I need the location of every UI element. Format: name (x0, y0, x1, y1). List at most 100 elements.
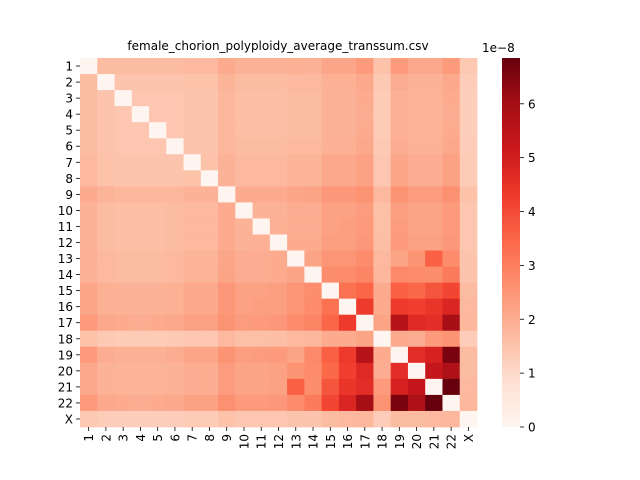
heatmap-cell-X-11 (252, 410, 271, 428)
heatmap-cell-5-4 (131, 122, 150, 139)
heatmap-cell-9-22 (442, 186, 461, 203)
heatmap-cell-11-20 (407, 218, 426, 235)
heatmap-cell-7-14 (304, 154, 323, 171)
heatmap-cell-3-18 (373, 90, 392, 107)
heatmap-cell-8-17 (356, 170, 374, 187)
y-tick-label-5: 5 (65, 124, 73, 138)
x-tick-label-20: 20 (410, 434, 424, 449)
heatmap-cell-15-18 (373, 282, 392, 300)
x-tick-label-12: 12 (272, 434, 286, 449)
x-tick-label-22: 22 (445, 434, 459, 449)
x-tick-label-7: 7 (186, 434, 200, 442)
heatmap-cell-20-19 (390, 362, 409, 380)
heatmap-cell-12-22 (442, 234, 461, 251)
heatmap-cell-18-13 (287, 330, 305, 348)
heatmap-cell-19-4 (131, 346, 150, 364)
heatmap-cell-2-17 (356, 74, 374, 91)
heatmap-cell-4-7 (183, 106, 202, 123)
heatmap-cell-3-14 (304, 90, 323, 107)
heatmap-cell-7-19 (390, 154, 409, 171)
x-tick-label-19: 19 (393, 434, 407, 449)
y-tick-label-11: 11 (58, 220, 73, 234)
heatmap-cell-3-6 (166, 90, 184, 107)
heatmap-cell-7-11 (252, 154, 271, 171)
heatmap-cell-21-8 (200, 378, 219, 396)
heatmap-cell-13-4 (131, 250, 150, 267)
heatmap-cell-X-15 (321, 410, 340, 428)
heatmap-cell-20-4 (131, 362, 150, 380)
heatmap-cell-16-17 (356, 298, 374, 316)
heatmap-cell-17-9 (218, 314, 236, 332)
heatmap-cell-13-21 (425, 250, 443, 267)
heatmap-cell-4-1 (80, 106, 98, 123)
heatmap-cell-19-9 (218, 346, 236, 364)
heatmap-cell-5-12 (269, 122, 288, 139)
heatmap-cell-9-4 (131, 186, 150, 203)
colorbar-offset-label: 1e−8 (482, 41, 515, 55)
heatmap-cell-9-16 (338, 186, 357, 203)
x-tick-label-2: 2 (99, 434, 113, 442)
heatmap-cell-1-9 (218, 58, 236, 75)
heatmap-cell-X-21 (425, 410, 443, 428)
heatmap-cell-X-9 (218, 410, 236, 428)
heatmap-cell-15-7 (183, 282, 202, 300)
heatmap-cell-6-5 (149, 138, 167, 155)
heatmap-cell-3-1 (80, 90, 98, 107)
heatmap-cell-9-19 (390, 186, 409, 203)
heatmap-cell-19-20 (407, 346, 426, 364)
heatmap-cell-5-8 (200, 122, 219, 139)
heatmap-cell-5-14 (304, 122, 323, 139)
heatmap-cell-5-X (459, 122, 478, 139)
heatmap-cell-13-3 (114, 250, 133, 267)
heatmap-cell-15-10 (235, 282, 254, 300)
heatmap-cell-14-12 (269, 266, 288, 284)
heatmap-cell-5-19 (390, 122, 409, 139)
heatmap-cell-1-21 (425, 58, 443, 75)
heatmap-cell-7-7 (183, 154, 202, 171)
heatmap-cell-7-3 (114, 154, 133, 171)
heatmap-cell-6-6 (166, 138, 184, 155)
heatmap-cell-5-15 (321, 122, 340, 139)
heatmap-cell-19-1 (80, 346, 98, 364)
heatmap-cell-6-10 (235, 138, 254, 155)
heatmap-cell-3-21 (425, 90, 443, 107)
heatmap-cell-7-6 (166, 154, 184, 171)
heatmap-cell-19-2 (97, 346, 115, 364)
heatmap-cell-2-15 (321, 74, 340, 91)
heatmap-cell-1-22 (442, 58, 461, 75)
heatmap-cell-15-X (459, 282, 478, 300)
heatmap-cell-X-16 (338, 410, 357, 428)
heatmap-cell-12-8 (200, 234, 219, 251)
heatmap-cell-20-20 (407, 362, 426, 380)
heatmap-cell-14-14 (304, 266, 323, 284)
heatmap-cell-4-21 (425, 106, 443, 123)
heatmap-cell-X-18 (373, 410, 392, 428)
x-axis: 1 2 3 4 5 6 7 8 9 10 11 12 13 14 15 16 17 18 19 20 21 22 X (82, 427, 476, 449)
heatmap-cell-8-7 (183, 170, 202, 187)
heatmap-cell-21-20 (407, 378, 426, 396)
y-tick-label-18: 18 (58, 332, 73, 346)
heatmap-cell-15-13 (287, 282, 305, 300)
heatmap-cell-10-17 (356, 202, 374, 219)
heatmap-cell-12-16 (338, 234, 357, 251)
heatmap-cell-9-X (459, 186, 478, 203)
heatmap-cell-2-4 (131, 74, 150, 91)
heatmap-cell-19-12 (269, 346, 288, 364)
heatmap-cell-18-18 (373, 330, 392, 348)
x-tick-label-21: 21 (427, 434, 441, 449)
heatmap-cell-8-15 (321, 170, 340, 187)
heatmap-cell-12-1 (80, 234, 98, 251)
heatmap-cell-6-17 (356, 138, 374, 155)
heatmap-cell-X-22 (442, 410, 461, 428)
heatmap-cell-8-16 (338, 170, 357, 187)
x-tick-label-16: 16 (341, 434, 355, 449)
heatmap-cell-19-15 (321, 346, 340, 364)
heatmap-cell-2-12 (269, 74, 288, 91)
y-tick-label-4: 4 (65, 108, 73, 122)
heatmap-cell-22-22 (442, 394, 461, 412)
heatmap-cell-X-X (459, 410, 478, 428)
heatmap-cell-2-9 (218, 74, 236, 91)
y-tick-label-16: 16 (58, 300, 73, 314)
x-tick-label-11: 11 (255, 434, 269, 449)
